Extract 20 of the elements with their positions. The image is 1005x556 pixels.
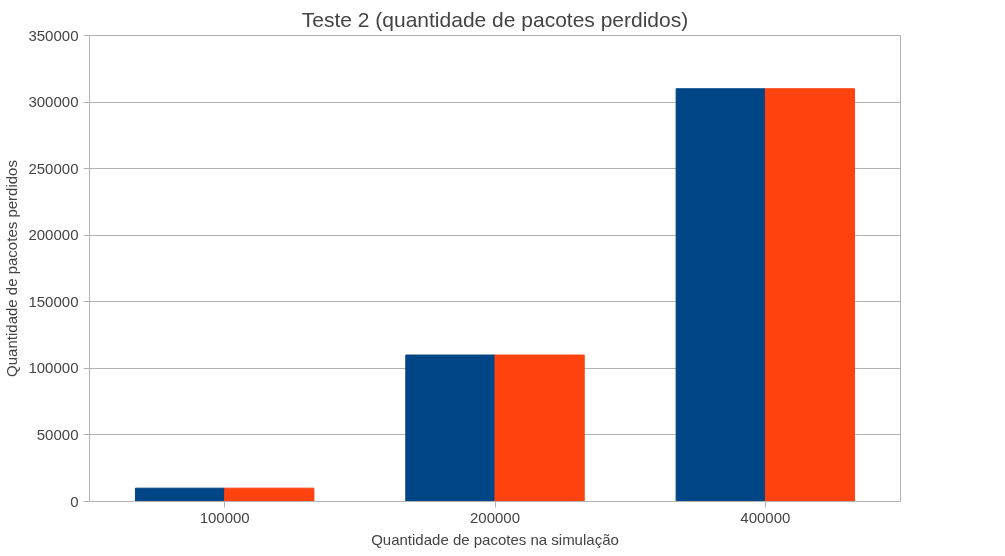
x-tick-label: 200000 [469, 508, 521, 526]
y-axis-title: Quantidade de pacotes perdidos [3, 160, 21, 377]
bar [675, 88, 766, 502]
y-tick-label: 300000 [28, 93, 79, 111]
bar [134, 487, 226, 502]
x-tick-label: 400000 [740, 508, 791, 526]
bar [764, 88, 856, 502]
bar [224, 487, 315, 502]
y-tick-label: 50000 [36, 425, 79, 443]
y-tick-label: 0 [70, 492, 79, 510]
y-tick-label: 200000 [28, 226, 79, 244]
bar [494, 354, 585, 502]
bar [405, 354, 496, 502]
y-tick-label: 350000 [28, 26, 79, 44]
y-tick-label: 150000 [28, 292, 79, 310]
chart-title: Teste 2 (quantidade de pacotes perdidos) [301, 7, 689, 31]
y-tick-label: 250000 [28, 159, 79, 177]
y-tick-label: 100000 [28, 359, 79, 377]
x-tick-label: 100000 [199, 508, 250, 526]
x-axis-title: Quantidade de pacotes na simulação [371, 530, 619, 548]
